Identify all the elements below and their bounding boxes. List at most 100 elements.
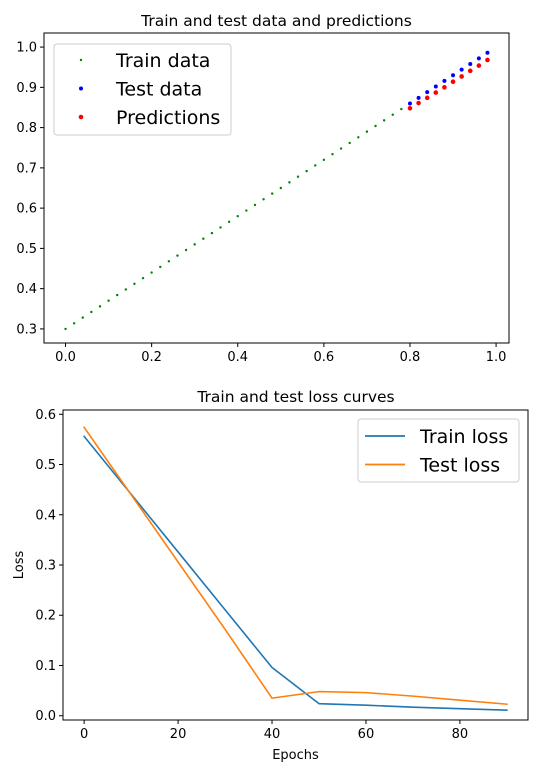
y-tick-label: 0.3	[16, 322, 37, 337]
data-point	[357, 136, 360, 139]
y-axis-label: Loss	[12, 551, 27, 580]
data-point	[193, 243, 196, 246]
data-point	[176, 254, 179, 257]
data-point	[98, 305, 102, 308]
data-point	[442, 78, 447, 83]
axes-frame	[43, 32, 510, 344]
axes-ticks: 0.0 0.2 0.4 0.6 0.8 1.0 0.3 0.4 0.5 0.6 0.7 0.8 0.9 1…	[16, 41, 506, 365]
data-point	[485, 57, 490, 63]
y-tick-label: 0.6	[16, 202, 37, 217]
y-tick-label: 0.6	[35, 408, 56, 423]
legend-marker	[78, 114, 84, 120]
data-point	[424, 95, 430, 101]
x-tick-label: 20	[170, 727, 187, 742]
legend-marker	[79, 58, 83, 62]
data-point	[150, 271, 153, 274]
legend-label: Test data	[115, 79, 202, 101]
data-point	[107, 299, 110, 302]
data-point	[425, 90, 430, 95]
y-tick-label: 0.9	[16, 81, 37, 96]
x-tick-label: 0.2	[141, 350, 162, 365]
chart-title: Train and test loss curves	[196, 388, 394, 406]
data-point	[459, 67, 464, 72]
legend-box	[53, 43, 232, 136]
series-line-test-loss	[83, 426, 508, 706]
data-point	[400, 107, 403, 111]
legend-label: Test loss	[419, 455, 500, 477]
plot-area	[64, 50, 490, 331]
data-point	[467, 68, 473, 74]
y-tick-label: 0.4	[16, 282, 37, 297]
data-point	[184, 248, 188, 252]
data-point	[416, 95, 421, 100]
data-point	[391, 113, 394, 116]
data-point	[202, 237, 205, 240]
y-tick-label: 0.7	[16, 161, 37, 176]
data-point	[407, 101, 412, 106]
data-point	[305, 169, 308, 173]
data-point	[288, 181, 291, 184]
x-tick-label: 60	[358, 727, 375, 742]
legend-marker	[79, 86, 83, 91]
data-point	[270, 192, 274, 195]
x-axis-label: Epochs	[272, 748, 319, 763]
data-point	[407, 105, 413, 111]
x-tick-label: 0.4	[227, 350, 248, 365]
plot-area	[83, 426, 508, 712]
data-point	[72, 322, 76, 325]
data-point	[331, 152, 334, 156]
y-tick-label: 0.1	[35, 659, 56, 674]
y-tick-label: 0.8	[16, 121, 37, 136]
legend-label: Train data	[115, 50, 210, 72]
data-point	[374, 124, 377, 128]
chart-data-predictions: Train and test data and predictions 0.0 0…	[16, 12, 510, 365]
series-train-data	[64, 107, 403, 331]
data-point	[450, 79, 456, 85]
data-point	[459, 74, 464, 79]
data-point	[416, 100, 421, 106]
axes-ticks: 0 20 40 60 80 0.0 0.1 0.2 0.3 0.4 0.5 0.6	[35, 408, 468, 742]
data-point	[262, 198, 265, 201]
data-point	[219, 226, 222, 229]
y-tick-label: 0.0	[35, 709, 56, 724]
x-tick-label: 0.8	[400, 350, 421, 365]
data-point	[124, 288, 128, 291]
data-point	[314, 164, 317, 167]
chart-loss-curves: Train and test loss curves 0 20 40 60 800.00…	[12, 388, 529, 763]
data-point	[442, 85, 447, 90]
series-test-data	[407, 50, 490, 106]
data-point	[253, 203, 257, 207]
data-point	[476, 63, 482, 68]
data-point	[81, 316, 84, 319]
data-point	[339, 147, 343, 150]
x-tick-label: 0.6	[314, 350, 335, 365]
data-point	[159, 265, 162, 269]
data-point	[433, 84, 438, 89]
data-point	[382, 119, 386, 122]
data-point	[133, 282, 136, 286]
data-point	[64, 327, 67, 331]
data-point	[279, 186, 283, 190]
legend-label: Predictions	[116, 107, 220, 129]
data-point	[433, 90, 439, 95]
legend-box	[357, 418, 520, 483]
axes-frame	[62, 409, 529, 721]
legend: Train loss Test loss	[357, 418, 520, 483]
chart-title: Train and test data and predictions	[140, 12, 412, 30]
data-point	[451, 73, 456, 78]
data-point	[485, 50, 490, 55]
y-tick-label: 0.5	[16, 242, 37, 257]
y-tick-label: 0.4	[35, 508, 56, 523]
y-tick-label: 0.2	[35, 609, 56, 624]
y-tick-label: 1.0	[16, 41, 37, 56]
series-line-train-loss	[83, 435, 508, 712]
x-tick-label: 40	[264, 727, 281, 742]
y-tick-label: 0.5	[35, 458, 56, 473]
data-point	[476, 56, 481, 61]
x-tick-label: 80	[452, 727, 469, 742]
legend-label: Train loss	[419, 426, 508, 448]
data-point	[141, 276, 145, 280]
x-tick-label: 0.0	[55, 350, 76, 365]
data-point	[90, 310, 93, 314]
